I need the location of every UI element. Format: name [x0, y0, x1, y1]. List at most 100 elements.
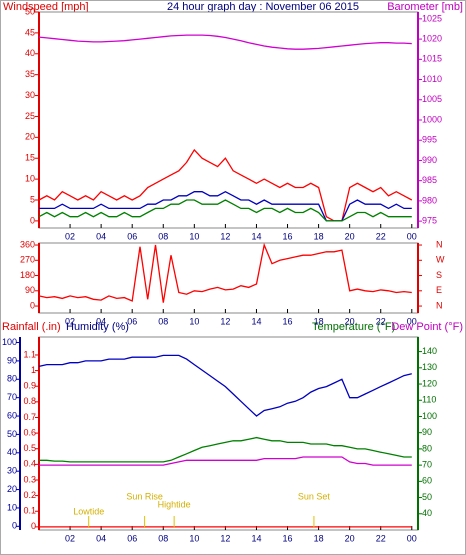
series-line: [38, 148, 413, 222]
x-tick-label: 16: [283, 231, 293, 241]
x-tick-label: 08: [158, 533, 168, 543]
y-tick-label: 120: [422, 378, 437, 388]
y-tick-label: 35: [25, 69, 35, 79]
rain-label: Rainfall (.in): [2, 321, 61, 333]
y-tick-label: 0.2: [23, 490, 36, 500]
x-tick-label: 14: [251, 533, 261, 543]
x-tick-label: 06: [127, 316, 137, 326]
x-tick-label: 20: [345, 533, 355, 543]
y-tick-label: 1.1: [23, 349, 36, 359]
x-tick-label: 04: [96, 231, 106, 241]
wind-label: Windspeed [mph]: [3, 1, 89, 13]
y-tick-label: 45: [25, 27, 35, 37]
y-tick-label: 1010: [422, 74, 442, 84]
y-tick-label: 90: [25, 285, 35, 295]
y-tick-label: 270: [20, 255, 35, 265]
y-tick-label: N: [436, 239, 443, 249]
y-tick-label: 0.7: [23, 412, 36, 422]
x-tick-label: 12: [220, 533, 230, 543]
y-tick-label: 70: [7, 392, 17, 402]
x-tick-label: 08: [158, 316, 168, 326]
baro-label: Barometer [mb]: [387, 1, 463, 13]
y-tick-label: 25: [25, 111, 35, 121]
y-tick-label: 130: [422, 362, 437, 372]
y-tick-label: 5: [30, 194, 35, 204]
x-tick-label: 20: [345, 316, 355, 326]
y-tick-label: 140: [422, 346, 437, 356]
x-tick-label: 10: [189, 316, 199, 326]
x-tick-label: 04: [96, 316, 106, 326]
dew-label: Dew Point (°F): [391, 321, 463, 333]
y-tick-label: 0: [31, 521, 36, 531]
x-tick-label: 04: [96, 533, 106, 543]
plot-frame: [38, 336, 419, 531]
y-tick-label: 1: [31, 365, 36, 375]
x-tick-label: 14: [251, 316, 261, 326]
y-tick-label: 15: [25, 153, 35, 163]
x-tick-label: 10: [189, 231, 199, 241]
y-tick-label: S: [436, 270, 442, 280]
y-tick-label: 0: [12, 521, 17, 531]
y-tick-label: 985: [422, 175, 437, 185]
x-tick-label: 14: [251, 231, 261, 241]
y-tick-label: 40: [422, 508, 432, 518]
y-tick-label: 1015: [422, 54, 442, 64]
x-tick-label: 22: [376, 316, 386, 326]
x-tick-label: 10: [189, 533, 199, 543]
annotation: Sun Rise: [126, 491, 163, 501]
y-tick-label: 50: [422, 492, 432, 502]
y-tick-label: 70: [422, 460, 432, 470]
x-tick-label: 02: [65, 533, 75, 543]
y-tick-label: 10: [25, 173, 35, 183]
y-tick-label: N: [436, 300, 443, 310]
temp-label: Temperature (°F): [312, 321, 395, 333]
x-tick-label: 16: [283, 316, 293, 326]
y-tick-label: 30: [25, 90, 35, 100]
y-tick-label: 1000: [422, 114, 442, 124]
series-line: [38, 354, 412, 417]
x-tick-label: 00: [407, 533, 417, 543]
y-tick-label: 40: [25, 48, 35, 58]
y-tick-label: 20: [7, 484, 17, 494]
y-tick-label: 80: [7, 374, 17, 384]
x-tick-label: 18: [314, 533, 324, 543]
y-tick-label: 0: [30, 215, 35, 225]
y-tick-label: 980: [422, 195, 437, 205]
y-tick-label: 110: [422, 395, 436, 405]
y-tick-label: 100: [2, 337, 17, 347]
y-tick-label: 80: [422, 443, 432, 453]
y-tick-label: 10: [7, 502, 17, 512]
y-tick-label: 0.5: [23, 443, 36, 453]
y-tick-label: 50: [25, 6, 35, 16]
y-tick-label: 0: [30, 300, 35, 310]
series-line: [38, 242, 412, 303]
y-tick-label: 0.9: [23, 381, 36, 391]
x-tick-label: 06: [127, 231, 137, 241]
y-tick-label: 90: [422, 427, 432, 437]
series-line: [38, 199, 412, 222]
x-tick-label: 06: [127, 533, 137, 543]
annotation: Hightide: [158, 499, 191, 509]
series-line: [39, 190, 412, 222]
x-tick-label: 16: [283, 533, 293, 543]
y-tick-label: 0.6: [23, 427, 36, 437]
series-line: [39, 436, 412, 463]
x-tick-label: 02: [65, 231, 75, 241]
humidity-label: Humidity (%): [66, 321, 129, 333]
y-tick-label: 975: [422, 215, 437, 225]
x-tick-label: 00: [407, 231, 417, 241]
y-tick-label: 1025: [422, 13, 442, 23]
x-tick-label: 22: [376, 231, 386, 241]
y-tick-label: 90: [7, 355, 17, 365]
y-tick-label: 60: [7, 410, 17, 420]
y-tick-label: 0.1: [23, 506, 36, 516]
x-tick-label: 02: [65, 316, 75, 326]
series-line: [39, 456, 412, 466]
x-tick-label: 12: [220, 316, 230, 326]
y-tick-label: 60: [422, 476, 432, 486]
y-tick-label: 995: [422, 135, 437, 145]
chart-title: 24 hour graph day : November 06 2015: [167, 1, 359, 13]
plot-frame: [38, 242, 419, 314]
y-tick-label: 360: [20, 239, 35, 249]
